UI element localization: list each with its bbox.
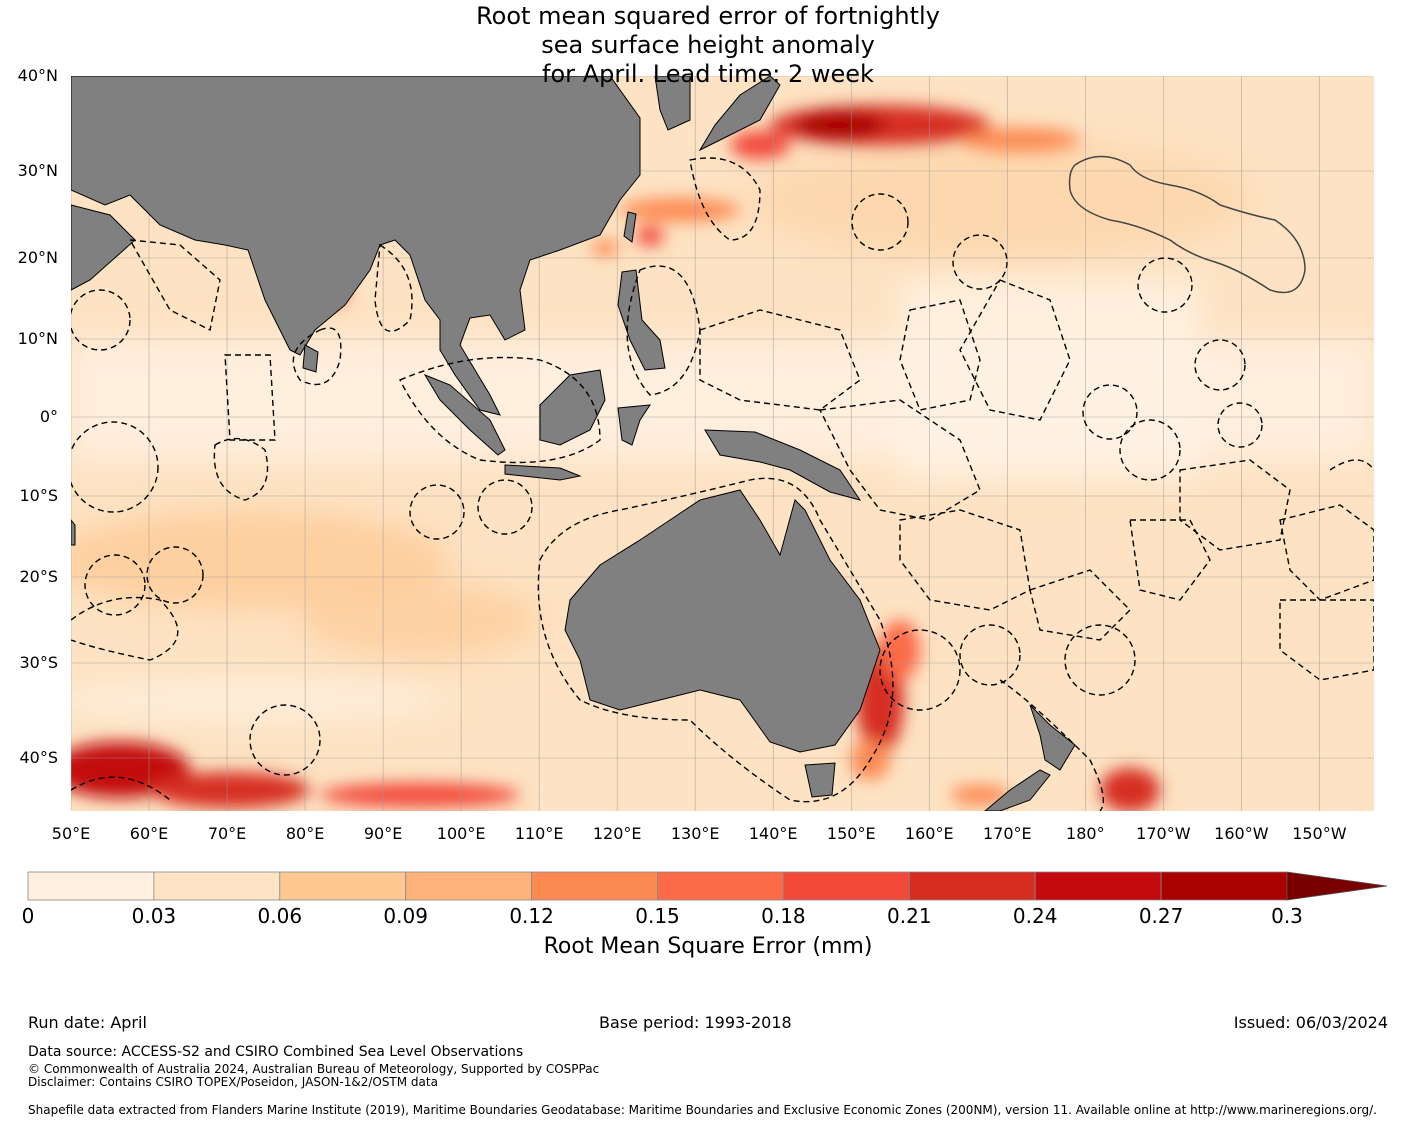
colorbar-segment <box>153 871 281 901</box>
data-source: Data source: ACCESS-S2 and CSIRO Combine… <box>28 1044 524 1060</box>
colorbar-segment <box>783 871 910 901</box>
land-japan <box>698 76 781 152</box>
lon-label: 110°E <box>514 824 564 843</box>
error-hotspots <box>71 105 1160 811</box>
issued-date: Issued: 06/03/2024 <box>1233 1013 1388 1032</box>
lon-label: 170°W <box>1136 824 1191 843</box>
colorbar-segment <box>908 871 1036 901</box>
title-line-2: sea surface height anomaly <box>541 31 875 59</box>
land-borneo <box>539 369 606 446</box>
copyright: © Commonwealth of Australia 2024, Austra… <box>28 1062 600 1076</box>
lon-label: 50°E <box>51 824 91 843</box>
colorbar-tick-label: 0.27 <box>1138 904 1184 928</box>
eez-boundaries <box>71 157 1374 811</box>
colorbar-tick-label: 0.21 <box>887 904 932 928</box>
lat-label: 20°S <box>19 567 58 586</box>
lat-label: 30°N <box>17 161 58 180</box>
title-line-1: Root mean squared error of fortnightly <box>476 2 940 30</box>
lon-label: 130°E <box>670 824 720 843</box>
land-australia <box>564 489 881 753</box>
colorbar-extend-arrow <box>1286 871 1388 901</box>
lon-label: 70°E <box>207 824 247 843</box>
lon-label: 160°W <box>1214 824 1269 843</box>
colorbar-segment <box>405 871 533 901</box>
land-asia <box>71 76 641 416</box>
map-title: Root mean squared error of fortnightly s… <box>0 2 1416 89</box>
land-tasmania <box>804 762 836 798</box>
colorbar-segment <box>657 871 784 901</box>
land-sri-lanka <box>302 344 319 373</box>
error-field <box>71 140 1374 720</box>
lat-label: 10°S <box>19 486 58 505</box>
land-philippines <box>617 269 666 371</box>
lon-label: 180° <box>1066 824 1105 843</box>
lon-label: 160°E <box>904 824 954 843</box>
colorbar-tick-label: 0.09 <box>383 904 428 928</box>
land-taiwan <box>623 211 637 243</box>
land-new-zealand-south <box>984 769 1051 811</box>
land-new-zealand-north <box>1029 704 1076 771</box>
lat-label: 20°N <box>17 248 58 267</box>
colorbar-tick-label: 0.3 <box>1271 904 1303 928</box>
lon-label: 150°W <box>1292 824 1347 843</box>
lon-label: 140°E <box>748 824 798 843</box>
lat-label: 40°S <box>19 748 58 767</box>
land-sulawesi <box>617 404 651 446</box>
colorbar-tick-label: 0.06 <box>257 904 303 928</box>
lon-label: 80°E <box>285 824 325 843</box>
land-arabia <box>71 204 136 291</box>
colorbar-segment <box>531 871 658 901</box>
colorbar-tick-label: 0.03 <box>131 904 177 928</box>
disclaimer: Disclaimer: Contains CSIRO TOPEX/Poseido… <box>28 1075 438 1089</box>
eez-hawaii <box>1068 155 1306 294</box>
run-date: Run date: April <box>28 1013 147 1032</box>
colorbar <box>27 871 1388 901</box>
lat-label: 10°N <box>17 329 58 348</box>
land-java <box>504 464 582 481</box>
colorbar-segment <box>1160 871 1288 901</box>
land-africa-edge <box>71 519 76 546</box>
lon-label: 90°E <box>363 824 403 843</box>
map-area <box>71 76 1374 811</box>
colorbar-tick-label: 0.24 <box>1012 904 1058 928</box>
lat-label: 40°N <box>17 66 58 85</box>
land-sumatra <box>423 373 506 456</box>
lon-label: 150°E <box>826 824 876 843</box>
lon-label: 170°E <box>982 824 1032 843</box>
title-line-3: for April. Lead time: 2 week <box>542 60 874 88</box>
colorbar-tick-label: 0.15 <box>635 904 680 928</box>
lat-label: 30°S <box>19 653 58 672</box>
colorbar-tick-label: 0.12 <box>509 904 554 928</box>
colorbar-segment <box>279 871 407 901</box>
lon-label: 100°E <box>436 824 486 843</box>
colorbar-tick-label: 0 <box>21 904 35 928</box>
land-new-guinea <box>704 429 862 501</box>
colorbar-tick-label: 0.18 <box>761 904 806 928</box>
shapefile-credit: Shapefile data extracted from Flanders M… <box>28 1103 1377 1117</box>
colorbar-segment <box>27 871 155 901</box>
land <box>71 76 1076 811</box>
lon-label: 120°E <box>592 824 642 843</box>
land-korea <box>654 76 691 131</box>
lat-label: 0° <box>39 407 58 426</box>
colorbar-label: Root Mean Square Error (mm) <box>543 934 873 959</box>
base-period: Base period: 1993-2018 <box>599 1013 792 1032</box>
colorbar-segment <box>1034 871 1162 901</box>
lon-label: 60°E <box>129 824 169 843</box>
